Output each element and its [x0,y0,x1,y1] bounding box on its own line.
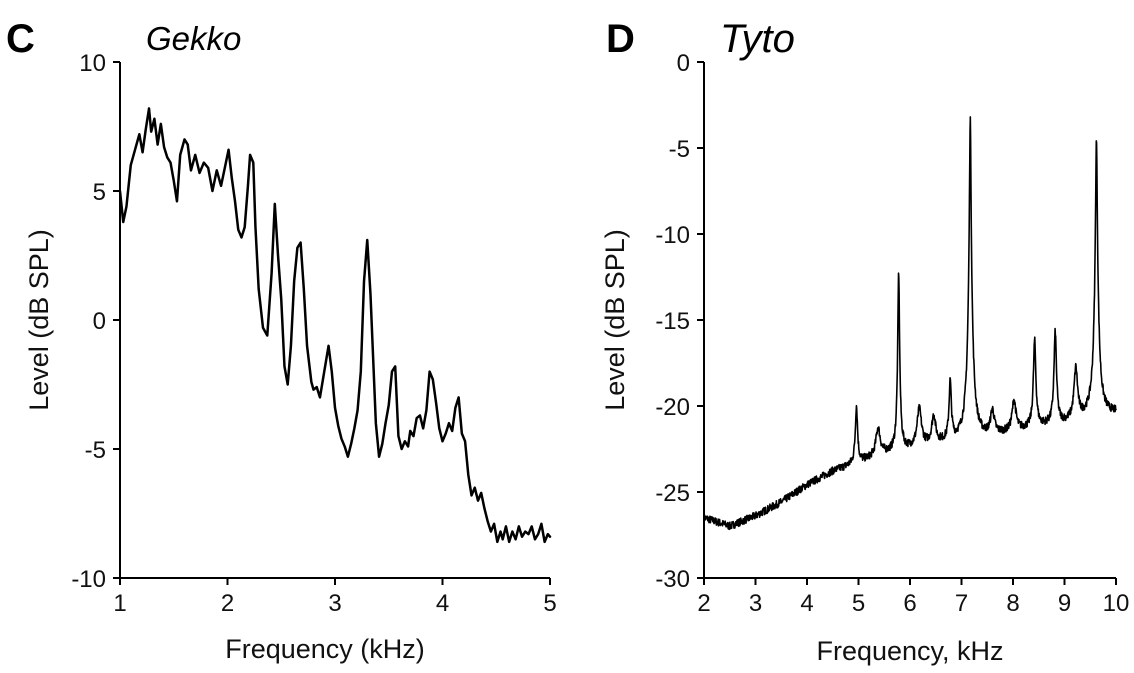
series-line-tyto [703,116,1117,531]
d-y-tick-label: -10 [655,222,690,249]
d-x-tick-label: 9 [1058,590,1071,617]
panel-d-tyto: D Tyto 0 -5 -10 -15 -20 -25 -30 2 3 4 5 6 7 8 9 10 Lev… [600,17,1129,666]
d-x-tick-label: 2 [697,590,710,617]
d-x-tick-label: 7 [955,590,968,617]
x-axis-title-c: Frequency (kHz) [225,634,425,664]
d-y-tick-label: 0 [677,50,690,77]
chart-title-gekko: Gekko [146,20,241,57]
d-y-tick-label: -25 [655,480,690,507]
y-ticks-c: -10 -5 0 5 10 [71,50,120,593]
c-x-tick-label: 3 [328,590,341,617]
d-x-tick-label: 5 [852,590,865,617]
panel-label-d: D [606,17,635,61]
x-ticks-c: 1 2 3 4 5 [113,578,557,617]
y-axis-title-d: Level (dB SPL) [600,229,630,411]
d-y-tick-label: -30 [655,566,690,593]
d-x-tick-label: 8 [1006,590,1019,617]
series-line-gekko [118,107,552,544]
d-x-tick-label: 6 [903,590,916,617]
d-y-tick-label: -5 [669,136,690,163]
x-axis-title-d: Frequency, kHz [816,636,1003,666]
c-y-tick-label: 0 [93,308,106,335]
d-x-tick-label: 4 [800,590,813,617]
chart-title-tyto: Tyto [720,17,795,61]
panel-label-c: C [6,17,35,61]
x-ticks-d: 2 3 4 5 6 7 8 9 10 [697,578,1129,617]
d-y-tick-label: -15 [655,308,690,335]
y-axis-title-c: Level (dB SPL) [24,229,54,411]
c-x-tick-label: 2 [221,590,234,617]
c-x-tick-label: 5 [543,590,556,617]
c-y-tick-label: 10 [79,50,106,77]
c-y-tick-label: 5 [93,179,106,206]
y-ticks-d: 0 -5 -10 -15 -20 -25 -30 [655,50,704,593]
c-x-tick-label: 1 [113,590,126,617]
panel-c-gekko: C Gekko -10 -5 0 5 10 1 2 3 4 5 Level (dB SPL) F… [6,17,557,664]
c-y-tick-label: -5 [85,437,106,464]
c-y-tick-label: -10 [71,566,106,593]
d-x-tick-label: 3 [749,590,762,617]
d-y-tick-label: -20 [655,394,690,421]
c-x-tick-label: 4 [436,590,449,617]
d-x-tick-label: 10 [1103,590,1130,617]
